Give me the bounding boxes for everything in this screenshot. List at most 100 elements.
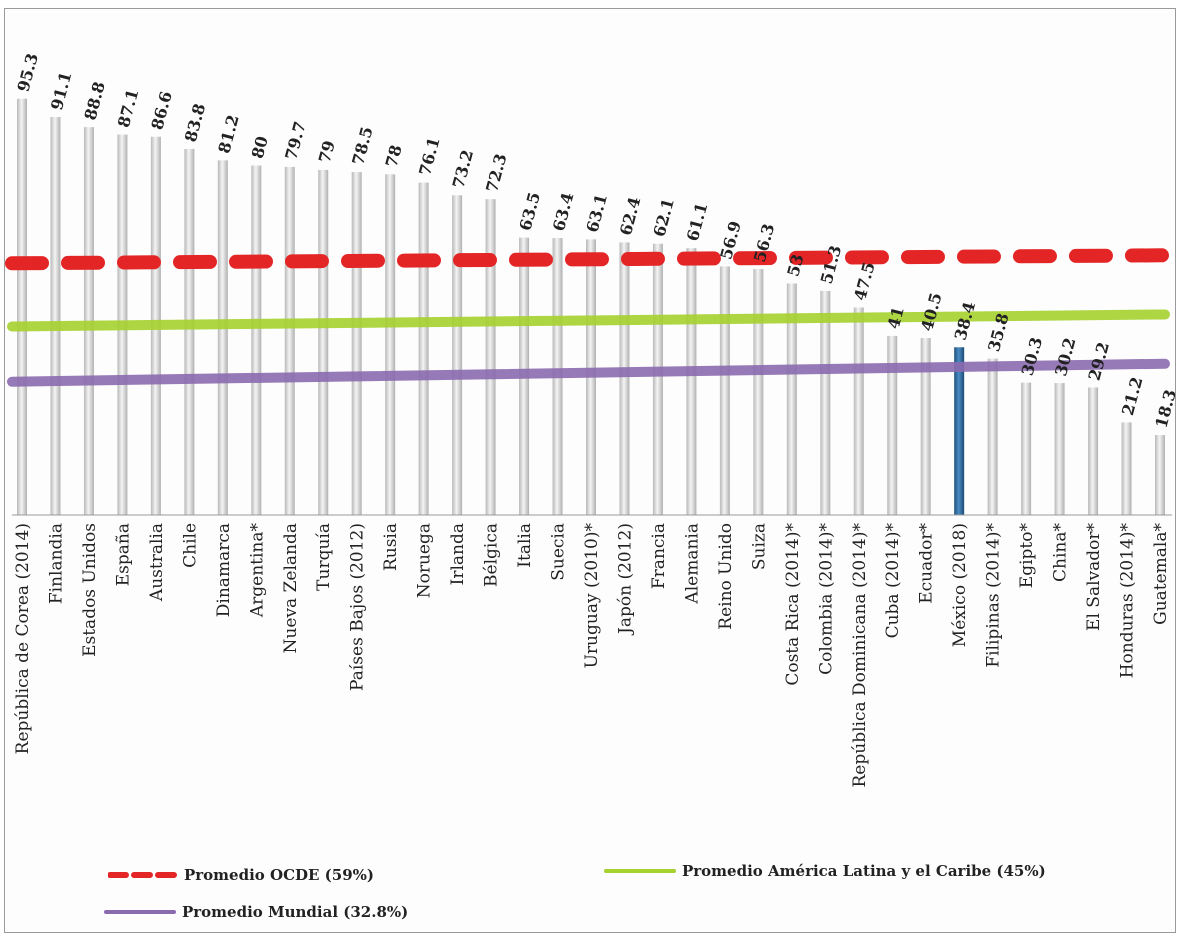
category-label: Filipinas (2014)*: [984, 523, 1004, 668]
bar-value-label: 83.8: [181, 101, 209, 144]
bar-value-label: 47.5: [850, 260, 878, 303]
bar-value-label: 86.6: [147, 89, 175, 132]
bar-value-label: 79: [315, 139, 339, 165]
bar-value-label: 88.8: [80, 80, 108, 123]
legend-ocde: Promedio OCDE (59%): [108, 866, 374, 884]
bar-value-label: 80: [248, 134, 272, 160]
category-label: Irlanda: [448, 523, 468, 585]
category-label: República Dominicana (2014)*: [850, 523, 870, 788]
bar-value-label: 30.2: [1051, 336, 1079, 379]
reference-line: [7, 309, 1170, 332]
legend-alc-label: Promedio América Latina y el Caribe (45%…: [682, 862, 1046, 880]
category-label: Egipto*: [1017, 523, 1037, 589]
category-label: España: [113, 523, 133, 586]
bar: [418, 182, 429, 515]
category-label: Dinamarca: [214, 523, 234, 617]
reference-line: [5, 248, 1172, 271]
bar: [318, 169, 329, 516]
category-label: Australia: [147, 523, 167, 602]
category-label: Francia: [649, 523, 669, 589]
category-label: Nueva Zelanda: [281, 523, 301, 653]
bar: [251, 165, 262, 515]
category-label: Rusia: [381, 523, 401, 571]
legend-ocde-label: Promedio OCDE (59%): [184, 866, 375, 884]
bar: [719, 266, 730, 515]
category-label: Noruega: [415, 523, 435, 598]
category-label: Reino Unido: [716, 523, 736, 630]
category-label: Turquía: [314, 523, 334, 591]
bar: [652, 243, 663, 515]
bar: [217, 160, 228, 515]
category-label: Japón (2012): [615, 523, 635, 636]
category-label: República de Corea (2014): [13, 523, 33, 754]
bar: [786, 283, 797, 515]
bar: [452, 195, 463, 516]
bar-value-label: 79.7: [281, 119, 309, 162]
legend-mundial-label: Promedio Mundial (32.8%): [182, 903, 409, 921]
category-label: Suiza: [749, 523, 769, 570]
bar: [920, 338, 931, 515]
bar-value-label: 63.4: [549, 191, 577, 234]
legend-alc-swatch: [604, 869, 676, 873]
bar: [1088, 387, 1099, 515]
bar-value-label: 62.1: [649, 196, 677, 239]
bar: [987, 358, 998, 515]
bar: [753, 269, 764, 515]
category-label: Cuba (2014)*: [883, 523, 903, 639]
bar-value-label: 30.3: [1018, 335, 1046, 378]
bar: [485, 199, 496, 515]
category-label: Ecuador*: [917, 523, 937, 604]
category-label: Costa Rica (2014)*: [783, 523, 803, 686]
bar: [1021, 382, 1032, 515]
category-label: Bélgica: [482, 523, 502, 587]
bar: [887, 335, 898, 515]
category-label: Alemania: [682, 523, 702, 605]
bar-value-label: 73.2: [449, 148, 477, 191]
category-label: Chile: [180, 523, 200, 568]
bar-value-label: 41: [884, 305, 908, 331]
bar-value-label: 18.3: [1152, 388, 1180, 431]
bar: [820, 290, 831, 515]
category-label: Guatemala*: [1151, 523, 1171, 625]
category-label: El Salvador*: [1084, 523, 1104, 631]
bar-value-label: 63.5: [516, 190, 544, 233]
category-label: Argentina*: [247, 523, 267, 619]
bar: [686, 248, 697, 515]
bar-value-label: 95.3: [14, 51, 42, 94]
bar-value-label: 76.1: [415, 135, 443, 178]
bar: [1121, 422, 1132, 515]
bar-value-label: 21.2: [1118, 375, 1146, 418]
category-label: Países Bajos (2012): [348, 523, 368, 691]
category-label: Uruguay (2010)*: [582, 523, 602, 669]
bar: [1054, 383, 1065, 515]
category-label: México (2018): [950, 523, 970, 647]
bars-layer: [17, 98, 1165, 516]
legend-ocde-swatch: [108, 872, 178, 878]
bar-value-label: 78: [382, 143, 406, 169]
category-label: China*: [1051, 523, 1071, 582]
category-label: Honduras (2014)*: [1118, 523, 1138, 679]
legend-alc: Promedio América Latina y el Caribe (45%…: [604, 862, 1046, 880]
reference-lines-layer: [5, 248, 1172, 387]
bar-value-label: 53: [783, 252, 807, 278]
bar: [184, 148, 195, 515]
bar-value-label: 63.1: [583, 192, 611, 235]
bar-value-label: 72.3: [482, 152, 510, 195]
bar-value-label: 81.2: [214, 113, 242, 156]
category-label: Colombia (2014)*: [816, 523, 836, 675]
bar-value-label: 91.1: [47, 70, 75, 113]
bar: [1155, 435, 1165, 515]
category-label: Finlandia: [46, 523, 66, 604]
bar: [50, 117, 61, 516]
bar-value-label: 87.1: [114, 87, 142, 130]
bar: [619, 242, 630, 515]
legend-mundial: Promedio Mundial (32.8%): [104, 903, 408, 921]
reference-line: [7, 358, 1170, 387]
bar-value-label: 78.5: [348, 125, 376, 168]
bar-value-label: 61.1: [683, 201, 711, 244]
bar: [853, 307, 864, 515]
category-labels-layer: República de Corea (2014) Finlandia Estado…: [13, 523, 1171, 788]
bar-value-label: 62.4: [616, 195, 644, 238]
bar: [954, 347, 965, 515]
